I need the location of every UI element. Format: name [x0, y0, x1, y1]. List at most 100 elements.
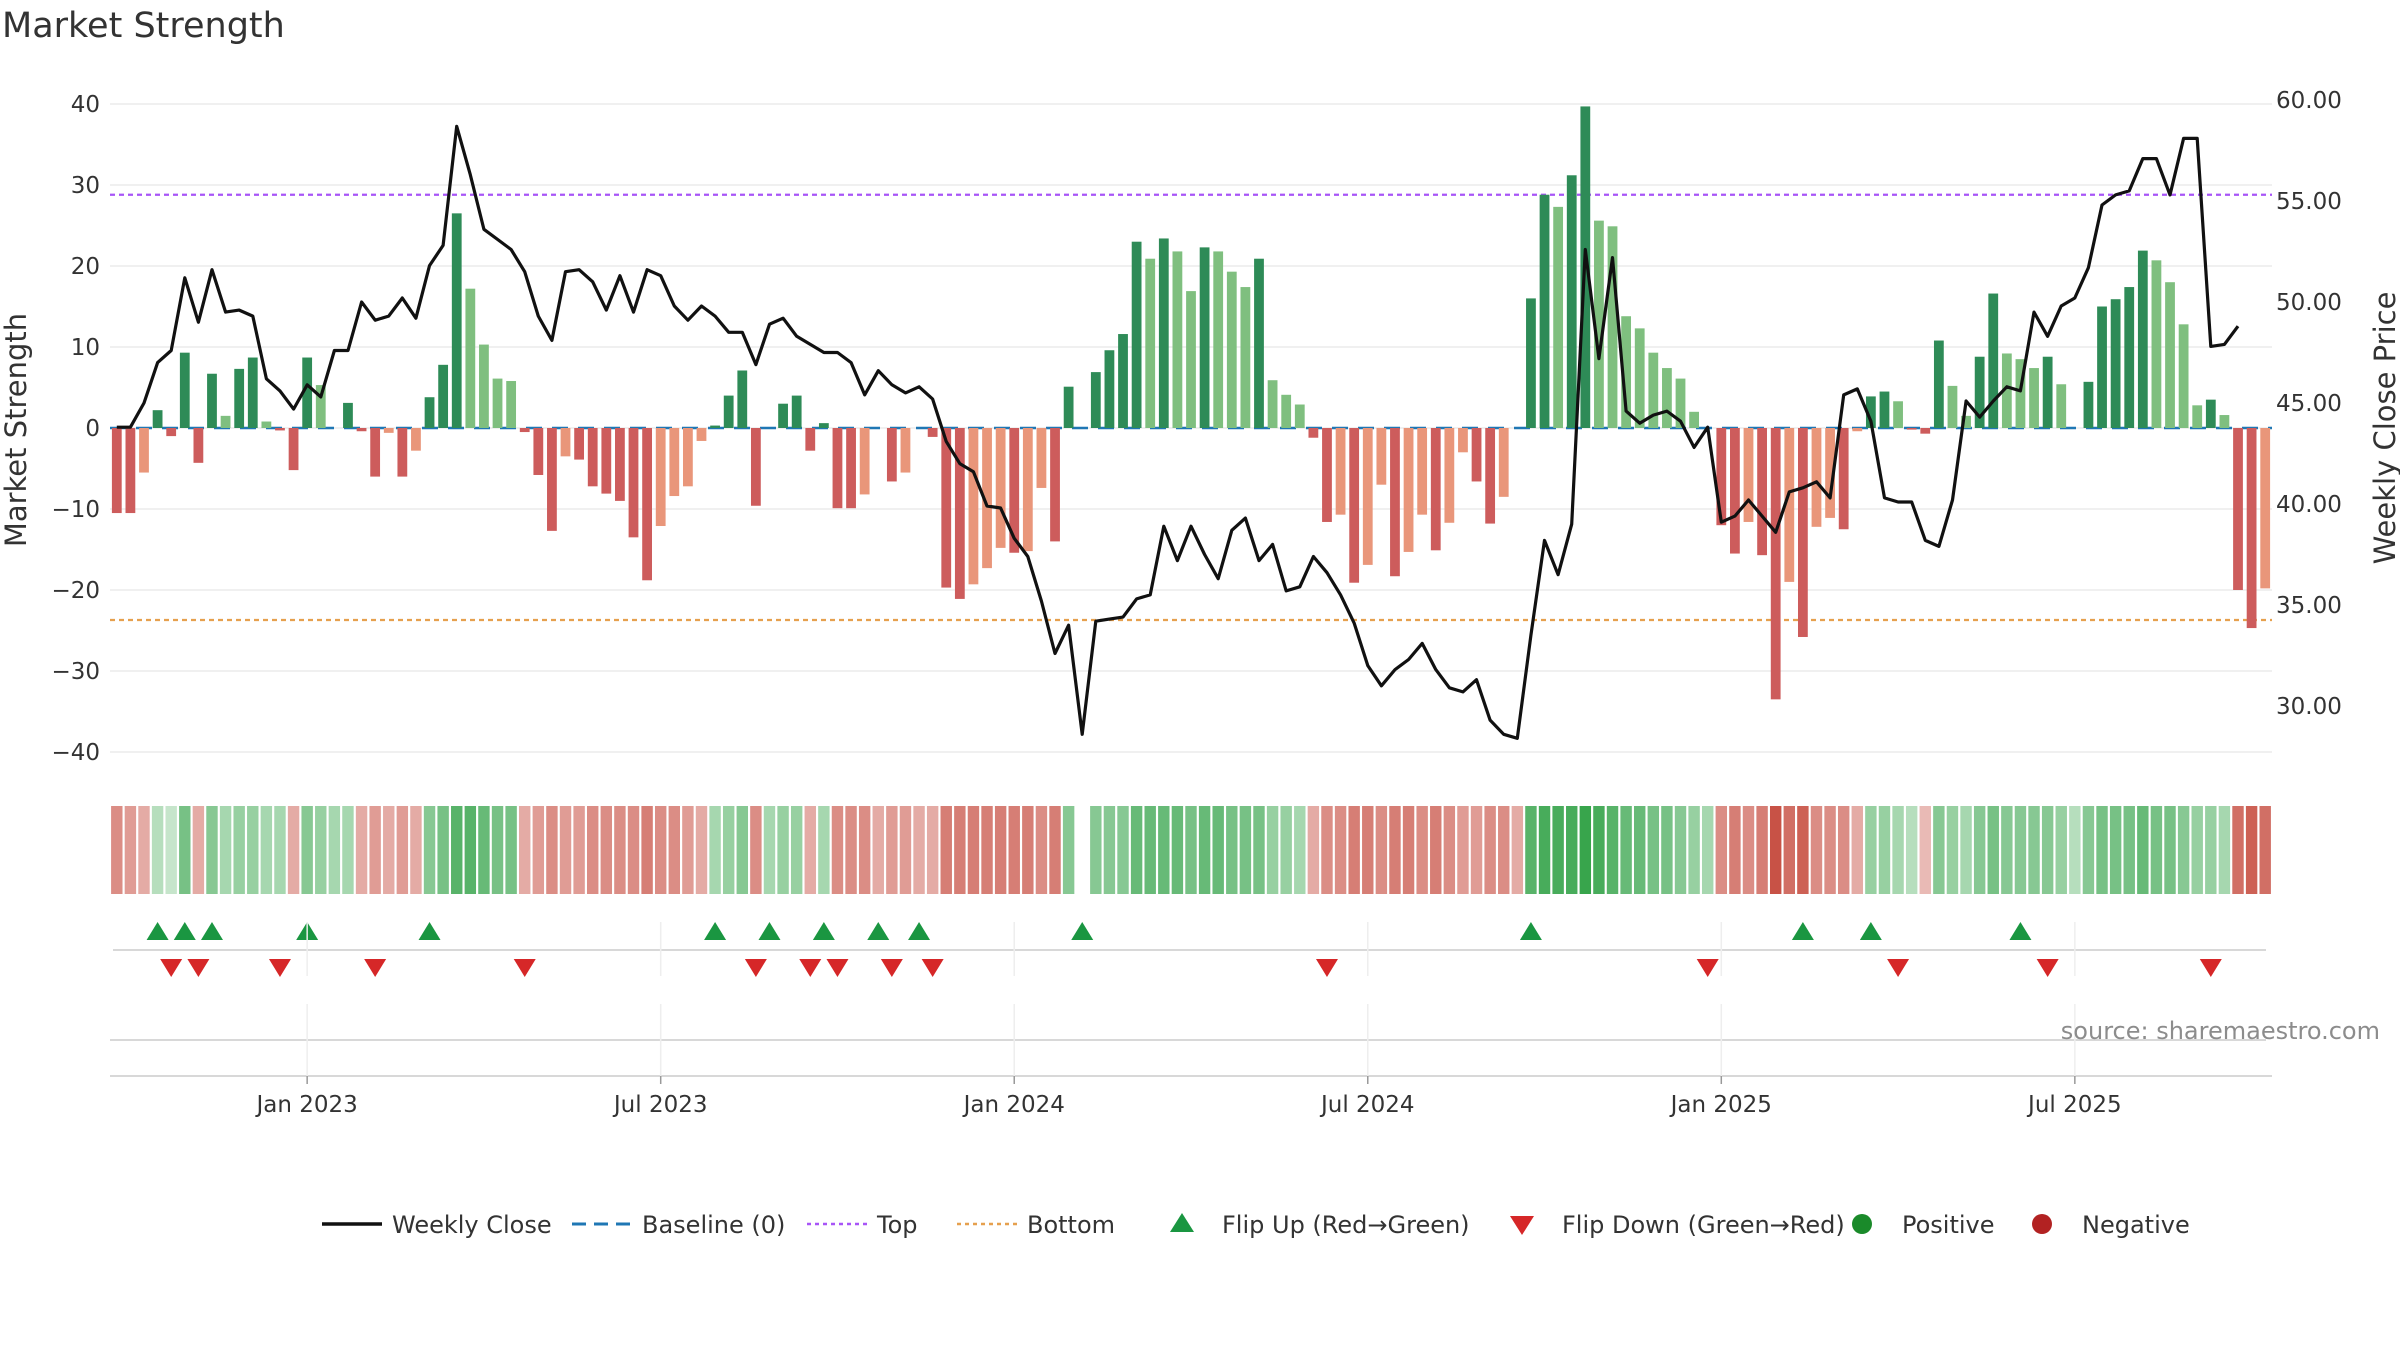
legend[interactable]: Weekly Close Baseline (0) Top Bottom Flip Up…: [322, 1211, 2190, 1239]
flip-down-marker: [513, 959, 536, 977]
strength-bar: [1852, 428, 1863, 432]
legend-item[interactable]: Flip Up (Red→Green): [1170, 1211, 1470, 1239]
regime-cell: [1620, 806, 1632, 894]
regime-cell: [505, 806, 517, 894]
legend-flip-up-icon: [1170, 1213, 1194, 1232]
strength-bar: [1988, 293, 1999, 428]
regime-cell: [532, 806, 545, 894]
flip-down-marker: [1696, 959, 1719, 977]
regime-cell: [1035, 806, 1048, 894]
flip-up-marker: [146, 922, 169, 940]
regime-cell: [926, 806, 939, 894]
flip-down-marker: [364, 959, 387, 977]
strength-bar: [1199, 247, 1210, 428]
regime-cell: [858, 806, 871, 894]
left-tick-label: 40: [71, 92, 100, 118]
regime-cell: [777, 806, 789, 894]
regime-cell: [1742, 806, 1755, 894]
regime-cell: [1729, 806, 1741, 894]
regime-cell: [1076, 806, 1088, 894]
regime-cell: [994, 806, 1007, 894]
regime-cell: [1634, 806, 1646, 894]
strength-bars: [111, 106, 2271, 700]
regime-cell: [641, 806, 653, 894]
strength-bar: [479, 344, 489, 428]
regime-cell: [2177, 806, 2190, 894]
regime-cell: [165, 806, 177, 894]
legend-item[interactable]: Baseline (0): [572, 1211, 785, 1239]
regime-cell: [654, 806, 667, 894]
strength-bar: [982, 428, 992, 569]
flip-down-marker: [187, 959, 210, 977]
legend-item[interactable]: Flip Down (Green→Red): [1510, 1211, 1845, 1239]
right-tick-label: 35.00: [2276, 593, 2342, 619]
flip-up-marker: [1791, 922, 1814, 940]
regime-cell: [886, 806, 898, 894]
regime-cell: [464, 806, 477, 894]
strength-bar: [1063, 386, 1074, 428]
strength-bar: [383, 428, 394, 433]
strength-bar: [669, 428, 680, 497]
x-tick-label: Jan 2024: [962, 1092, 1065, 1118]
flip-down-marker: [744, 959, 767, 977]
strength-bar: [1879, 391, 1890, 428]
strength-bar: [2137, 250, 2148, 428]
flip-up-marker: [173, 922, 196, 940]
regime-cell: [1593, 806, 1605, 894]
regime-cell: [519, 806, 531, 894]
flip-down-marker: [160, 959, 183, 977]
strength-bar: [519, 428, 530, 433]
strength-bar: [737, 370, 748, 428]
flip-down-marker: [826, 959, 849, 977]
legend-item[interactable]: Positive: [1852, 1211, 1995, 1239]
strength-bar: [152, 410, 163, 428]
flip-down-marker: [2036, 959, 2059, 977]
strength-bar: [179, 352, 190, 428]
legend-item[interactable]: Weekly Close: [322, 1211, 552, 1239]
regime-cell: [1457, 806, 1469, 894]
strength-bar: [1145, 258, 1156, 428]
strength-bar: [465, 288, 476, 428]
regime-cell: [410, 806, 422, 894]
regime-cell: [1606, 806, 1619, 894]
strength-bar: [1022, 428, 1033, 552]
legend-item[interactable]: Negative: [2032, 1211, 2190, 1239]
strength-bar: [1322, 428, 1332, 522]
regime-cell: [1470, 806, 1483, 894]
strength-bar: [343, 402, 353, 428]
regime-cell: [1973, 806, 1986, 894]
regime-cell: [138, 806, 150, 894]
regime-cell: [1430, 806, 1442, 894]
left-axis-ticks: 40 30 20 10 0 −10 −20 −30 −40: [51, 92, 100, 766]
strength-bar: [1485, 428, 1496, 524]
strength-bar: [302, 357, 313, 428]
strength-bar: [1526, 298, 1536, 428]
flip-up-marker: [758, 922, 781, 940]
regime-cell: [301, 806, 313, 894]
regime-cell: [614, 806, 626, 894]
flip-down-marker: [2199, 959, 2222, 977]
strength-bar: [1906, 428, 1917, 430]
strength-bar: [1648, 352, 1659, 428]
regime-cell: [695, 806, 708, 894]
regime-cell: [1688, 806, 1700, 894]
flip-up-marker: [1859, 922, 1882, 940]
flip-up-marker: [867, 922, 890, 940]
regime-cell: [1783, 806, 1796, 894]
strength-bar: [1811, 428, 1822, 527]
legend-item[interactable]: Top: [807, 1211, 918, 1239]
strength-bar: [451, 213, 462, 428]
right-tick-label: 45.00: [2276, 391, 2342, 417]
flip-up-marker: [812, 922, 835, 940]
strength-bar: [356, 428, 367, 432]
regime-cell: [1402, 806, 1415, 894]
regime-cell: [1769, 806, 1782, 894]
regime-cell: [1185, 806, 1197, 894]
legend-item[interactable]: Bottom: [957, 1211, 1115, 1239]
strength-bar: [1308, 428, 1319, 438]
x-tick-label: Jul 2025: [2026, 1092, 2122, 1118]
regime-cell: [478, 806, 490, 894]
regime-cell: [2001, 806, 2013, 894]
legend-positive-dot-icon: [1852, 1214, 1872, 1234]
strength-bar: [1430, 428, 1441, 551]
